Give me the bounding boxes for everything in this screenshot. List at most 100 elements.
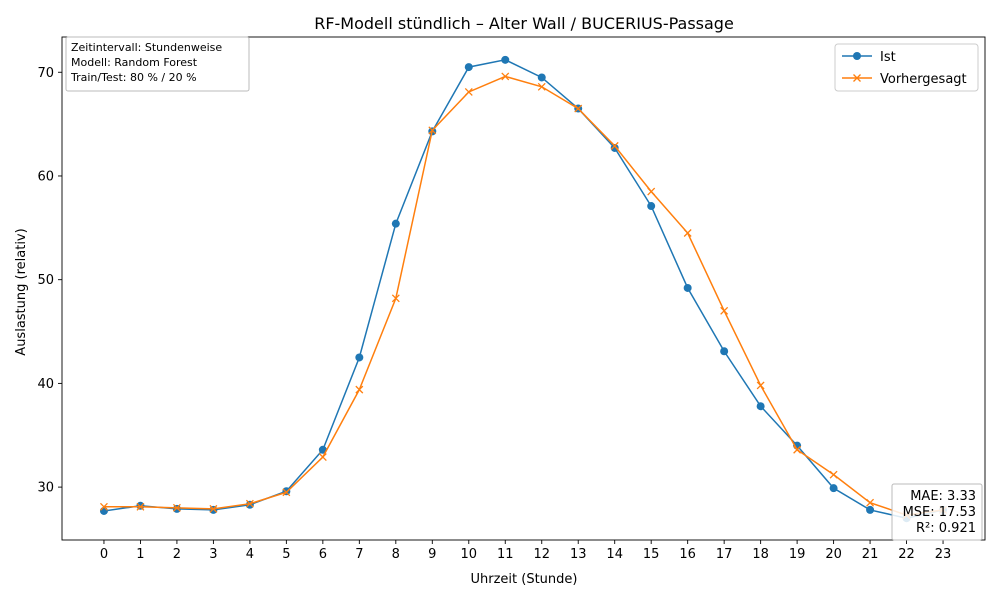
x-tick-label: 0 <box>100 547 108 562</box>
x-tick-label: 23 <box>935 547 952 562</box>
y-tick-label: 40 <box>37 377 54 392</box>
x-tick-label: 14 <box>606 547 623 562</box>
x-tick-label: 13 <box>570 547 587 562</box>
legend-label-1: Vorhergesagt <box>880 72 967 87</box>
y-tick-label: 30 <box>37 481 54 496</box>
x-tick-label: 18 <box>752 547 769 562</box>
x-tick-label: 1 <box>136 547 144 562</box>
series-0-point <box>720 347 729 356</box>
y-tick-label: 50 <box>37 273 54 288</box>
series-0-point <box>683 283 692 292</box>
marker-stroke <box>537 82 546 91</box>
series-0-point <box>136 501 145 510</box>
x-tick-label: 9 <box>428 547 436 562</box>
x-tick-label: 10 <box>461 547 478 562</box>
marker-stroke <box>245 499 254 508</box>
x-tick-label: 11 <box>497 547 514 562</box>
series-1-point <box>683 229 692 237</box>
marker-stroke <box>391 294 400 303</box>
x-tick-label: 12 <box>533 547 550 562</box>
series-1-point <box>866 498 875 507</box>
y-tick-label: 70 <box>37 66 54 81</box>
marker-stroke <box>99 502 108 511</box>
info-box-line: Zeitintervall: Stundenweise <box>71 41 222 54</box>
series-0-point <box>209 505 218 514</box>
marker-stroke <box>428 126 437 135</box>
info-box-line: Modell: Random Forest <box>71 56 198 69</box>
marker-stroke <box>647 187 656 196</box>
marker-stroke <box>720 306 729 315</box>
marker-stroke <box>829 470 838 479</box>
series-1-point <box>136 502 145 511</box>
series-0-point <box>829 484 838 493</box>
series-1-point <box>391 294 400 303</box>
series-0-point <box>756 402 765 411</box>
series-0-point <box>391 219 400 228</box>
series-line-1 <box>103 75 944 516</box>
x-tick-label: 5 <box>282 547 290 562</box>
marker-stroke <box>172 503 181 512</box>
x-axis-label: Uhrzeit (Stunde) <box>471 572 578 587</box>
axes-frame <box>61 36 986 541</box>
marker-stroke <box>793 445 802 454</box>
series-1-point <box>464 88 473 96</box>
series-1-point <box>647 187 656 196</box>
series-1-point <box>355 385 364 394</box>
marker-stroke <box>866 498 875 507</box>
marker-stroke <box>501 72 510 81</box>
y-axis-label: Auslastung (relativ) <box>14 228 29 355</box>
series-1-point <box>574 104 583 113</box>
x-tick-label: 4 <box>246 547 254 562</box>
legend: Ist Vorhergesagt <box>834 43 979 92</box>
marker-stroke <box>610 141 619 150</box>
series-1-point <box>318 453 327 461</box>
series-1-point <box>282 488 291 497</box>
marker-stroke <box>756 381 765 390</box>
series-line-0 <box>103 59 944 519</box>
x-tick-label: 22 <box>898 547 915 562</box>
series-0-point <box>99 506 108 515</box>
metrics-box-frame <box>891 483 983 541</box>
marker-stroke <box>464 88 473 96</box>
plot-area: 0 1 2 3 4 5 6 7 8 9 10 11 12 13 14 15 16 17 18 19 20 21 22 2330… <box>37 36 986 562</box>
series-0-point <box>172 504 181 513</box>
x-tick-label: 6 <box>319 547 327 562</box>
marker-stroke <box>318 453 327 461</box>
series-1-point <box>720 306 729 315</box>
series-1-point <box>172 503 181 512</box>
x-tick-label: 16 <box>679 547 696 562</box>
series-0-point <box>610 143 619 152</box>
marker-stroke <box>136 502 145 511</box>
series-1-point <box>428 126 437 135</box>
marker-stroke <box>683 229 692 237</box>
series-1-point <box>209 504 218 513</box>
info-box-frame <box>65 36 250 92</box>
series-1-point <box>245 499 254 508</box>
series-1-point <box>99 502 108 511</box>
series-1-point <box>501 72 510 81</box>
chart-title: RF-Modell stündlich – Alter Wall / BUCER… <box>314 14 734 33</box>
x-tick-label: 21 <box>862 547 879 562</box>
series-0-point <box>647 202 656 211</box>
metrics-box-line: R²: 0.921 <box>916 521 976 536</box>
series-0-point <box>501 55 510 64</box>
x-tick-label: 2 <box>173 547 181 562</box>
series-0-point <box>537 73 546 82</box>
x-tick-label: 19 <box>789 547 806 562</box>
series-1-point <box>610 141 619 150</box>
info-box-line: Train/Test: 80 % / 20 % <box>70 71 197 84</box>
series-1-point <box>829 470 838 479</box>
series-1-point <box>793 445 802 454</box>
series-1-point <box>537 82 546 91</box>
x-tick-label: 20 <box>825 547 842 562</box>
marker-stroke <box>209 504 218 513</box>
x-tick-label: 17 <box>716 547 733 562</box>
marker-stroke <box>574 104 583 113</box>
marker-stroke <box>282 488 291 497</box>
x-tick-label: 3 <box>209 547 217 562</box>
series-1-point <box>756 381 765 390</box>
info-box: Zeitintervall: Stundenweise Modell: Rando… <box>65 36 250 92</box>
